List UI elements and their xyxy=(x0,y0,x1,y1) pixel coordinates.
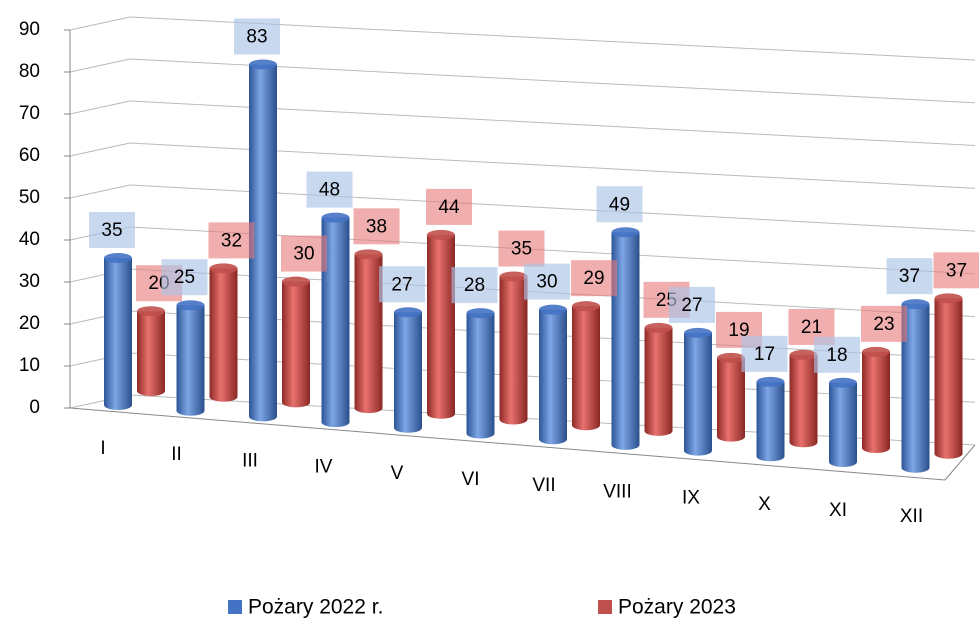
x-tick-label: II xyxy=(171,444,182,465)
grid-line xyxy=(70,17,130,30)
x-tick-label: VII xyxy=(532,475,555,496)
bar-top xyxy=(104,253,132,263)
x-tick-label: VI xyxy=(462,469,480,490)
bar-top xyxy=(612,227,640,237)
bar-top xyxy=(572,301,600,311)
data-label: 27 xyxy=(391,274,412,295)
data-label: 35 xyxy=(511,239,532,260)
bar xyxy=(829,383,857,462)
bar-top xyxy=(467,308,495,318)
data-label: 44 xyxy=(438,197,460,218)
data-label: 49 xyxy=(609,194,630,215)
bar xyxy=(427,235,455,414)
bar xyxy=(935,298,963,453)
y-tick-label: 10 xyxy=(19,355,40,376)
data-label: 35 xyxy=(101,220,122,241)
bar xyxy=(394,312,422,428)
data-label: 25 xyxy=(174,267,195,288)
bar-top xyxy=(717,353,745,363)
legend-label: Pożary 2023 xyxy=(618,596,736,619)
x-tick-label: I xyxy=(100,438,105,459)
x-tick-label: VIII xyxy=(603,481,632,502)
x-tick-label: IX xyxy=(682,488,700,509)
bar-top xyxy=(684,328,712,338)
bar-top xyxy=(645,323,673,333)
bar-top xyxy=(355,249,383,259)
bar xyxy=(790,355,818,442)
bar xyxy=(137,311,165,391)
data-label: 17 xyxy=(754,344,775,365)
x-tick-label: XII xyxy=(900,506,923,527)
data-label: 38 xyxy=(366,216,387,237)
data-label: 21 xyxy=(801,317,822,338)
bar-top xyxy=(427,230,455,240)
data-label: 18 xyxy=(826,345,847,366)
y-tick-label: 90 xyxy=(19,19,40,40)
data-label: 23 xyxy=(873,314,894,335)
bar xyxy=(645,328,673,431)
y-tick-label: 50 xyxy=(19,187,40,208)
data-label: 48 xyxy=(319,180,340,201)
y-tick-label: 20 xyxy=(19,313,40,334)
data-label: 27 xyxy=(681,295,702,316)
bar xyxy=(104,258,132,405)
y-tick-label: 60 xyxy=(19,145,40,166)
x-tick-label: III xyxy=(242,450,258,471)
bar-top xyxy=(935,293,963,303)
bar xyxy=(467,313,495,433)
bar-top xyxy=(862,347,890,357)
bar-top xyxy=(500,272,528,282)
bar-top xyxy=(177,300,205,310)
bar-top xyxy=(322,213,350,223)
data-label: 83 xyxy=(246,26,267,47)
y-tick-label: 70 xyxy=(19,103,40,124)
x-tick-label: IV xyxy=(315,457,333,478)
data-label: 30 xyxy=(536,272,557,293)
grid-line xyxy=(70,143,130,156)
grid-line xyxy=(70,59,130,72)
data-label: 29 xyxy=(583,268,604,289)
data-label: 30 xyxy=(293,244,314,265)
bar-top xyxy=(394,307,422,317)
data-label: 32 xyxy=(221,230,242,251)
bar-top xyxy=(790,350,818,360)
bar xyxy=(210,268,238,396)
y-tick-label: 40 xyxy=(19,229,40,250)
legend-label: Pożary 2022 r. xyxy=(248,596,383,619)
bar-top xyxy=(757,377,785,387)
legend-swatch xyxy=(598,600,612,614)
x-tick-label: XI xyxy=(829,500,847,521)
bar-top xyxy=(249,59,277,69)
data-label: 37 xyxy=(946,260,967,281)
bar-top xyxy=(829,378,857,388)
grid-line xyxy=(70,101,130,114)
bar-top xyxy=(210,263,238,273)
bar-top xyxy=(539,305,567,315)
x-tick-label: V xyxy=(391,463,404,484)
y-tick-label: 0 xyxy=(29,397,40,418)
data-label: 28 xyxy=(464,275,485,296)
bar xyxy=(355,254,383,408)
grid-line xyxy=(70,185,130,198)
x-tick-label: X xyxy=(758,494,771,515)
bar xyxy=(862,352,890,448)
legend-swatch xyxy=(228,600,242,614)
bar-top xyxy=(137,306,165,316)
bar xyxy=(282,282,310,403)
bar xyxy=(177,305,205,411)
y-tick-label: 30 xyxy=(19,271,40,292)
bar xyxy=(539,310,567,440)
bar xyxy=(500,277,528,420)
y-tick-label: 80 xyxy=(19,61,40,82)
bar xyxy=(717,358,745,437)
bar xyxy=(757,382,785,456)
data-label: 37 xyxy=(899,266,920,287)
bar-top xyxy=(282,277,310,287)
bar xyxy=(572,306,600,425)
bar xyxy=(684,333,712,451)
